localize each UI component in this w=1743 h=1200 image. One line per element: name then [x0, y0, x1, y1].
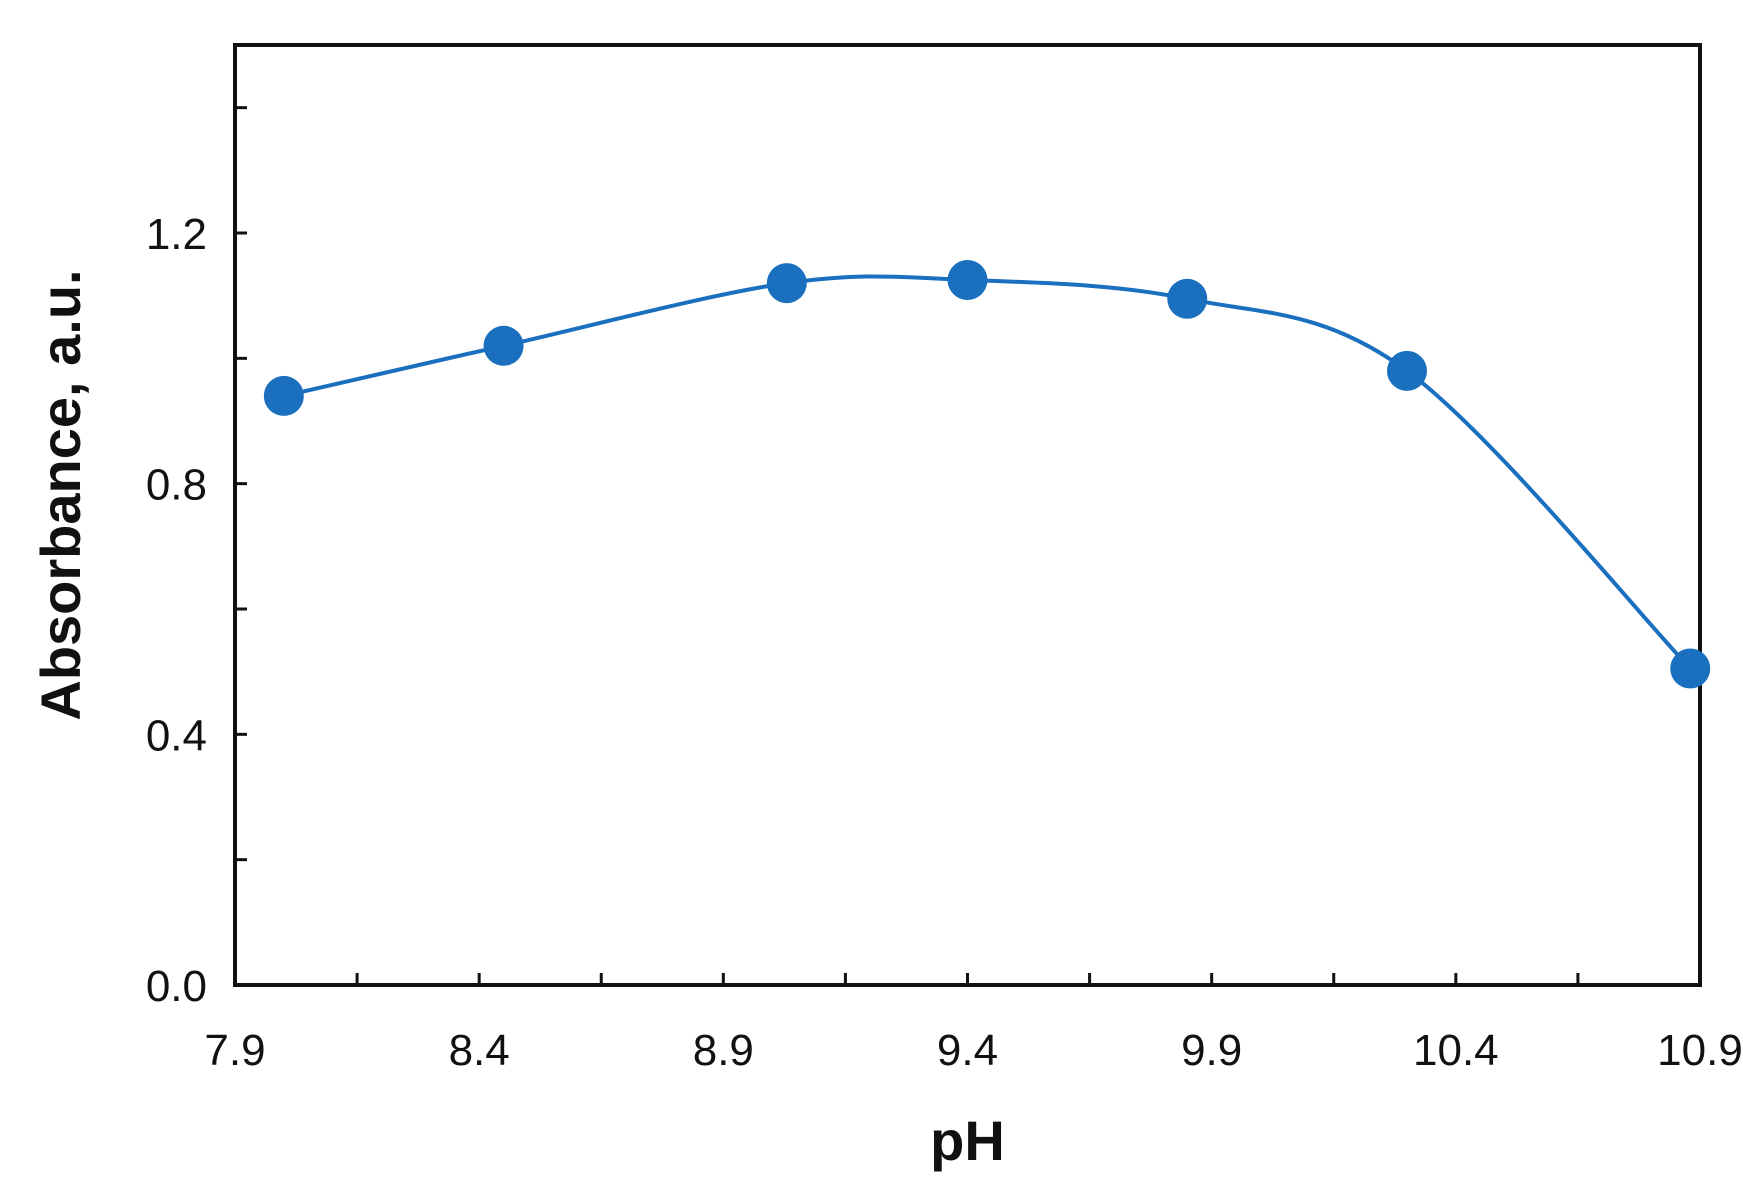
- plot-area: [233, 43, 1702, 987]
- data-point: [1167, 278, 1208, 319]
- data-point: [1670, 648, 1711, 689]
- data-point: [766, 263, 807, 304]
- data-point: [483, 325, 524, 366]
- x-tick-label: 9.4: [937, 1026, 998, 1075]
- x-tick-label: 9.9: [1181, 1026, 1242, 1075]
- y-tick-label: 1.2: [146, 210, 207, 259]
- x-tick-label: 7.9: [204, 1026, 265, 1075]
- series-layer: [263, 260, 1711, 689]
- y-tick-label: 0.0: [146, 962, 207, 1011]
- data-point: [1387, 350, 1427, 391]
- plot-frame: [233, 43, 1702, 987]
- x-tick-label: 8.4: [449, 1026, 510, 1075]
- x-axis-title: pH: [930, 1109, 1005, 1172]
- x-tick-label: 10.4: [1413, 1026, 1499, 1075]
- y-axis-title: Absorbance, a.u.: [29, 269, 92, 720]
- tick-layer: 7.9 8.4 8.9 9.4 9.9 10.4 10.9 0.0 0.4 0.8 1.2: [146, 106, 1743, 1075]
- data-point: [947, 260, 988, 300]
- y-tick-label: 0.8: [146, 461, 207, 510]
- x-tick-label: 8.9: [693, 1026, 754, 1075]
- x-tick-label: 10.9: [1657, 1026, 1743, 1075]
- data-point: [263, 375, 304, 416]
- y-tick-label: 0.4: [146, 711, 207, 760]
